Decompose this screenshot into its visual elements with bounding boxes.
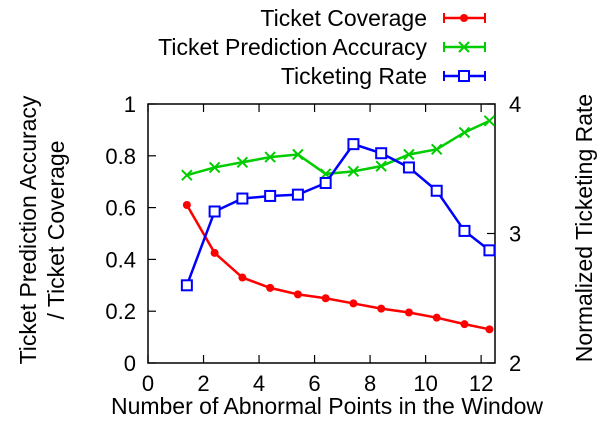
data-point (485, 325, 494, 334)
y-left-tick-label: 0 (124, 351, 136, 376)
data-point (347, 138, 360, 151)
data-point (375, 147, 388, 160)
data-point (377, 304, 386, 313)
series-line (186, 119, 490, 177)
data-point (458, 126, 471, 139)
x-tick-label: 2 (197, 371, 209, 396)
data-point (402, 161, 415, 174)
data-point (319, 176, 332, 189)
data-point (349, 299, 358, 308)
legend-label: Ticketing Rate (281, 63, 427, 89)
data-point (208, 161, 221, 174)
plot-frame (147, 103, 496, 364)
data-point (264, 189, 277, 202)
y-left-tick-label: 0.4 (105, 247, 136, 272)
data-point (432, 313, 441, 322)
series-line (185, 204, 490, 331)
y-left-axis-label-line1: Ticket Prediction Accuracy (15, 95, 41, 364)
data-point (375, 160, 387, 172)
data-point (404, 308, 413, 317)
data-point (403, 148, 415, 161)
data-point (238, 273, 247, 282)
y-left-tick-label: 0.8 (105, 144, 136, 169)
data-point (182, 201, 191, 210)
data-point (430, 143, 443, 156)
data-point (347, 165, 360, 178)
data-point (180, 279, 193, 292)
data-point (292, 148, 304, 161)
y-right-tick-label: 4 (509, 92, 521, 117)
data-point (291, 188, 304, 201)
y-right-tick-label: 2 (509, 351, 521, 376)
data-point (181, 169, 193, 181)
series-ticketing-rate (180, 138, 496, 292)
data-point (266, 283, 275, 292)
data-point (458, 41, 470, 53)
legend-label: Ticket Coverage (260, 5, 427, 31)
x-tick-label: 6 (308, 371, 320, 396)
data-point (264, 151, 276, 163)
data-point (458, 70, 470, 82)
data-point (460, 320, 469, 329)
data-point (321, 294, 330, 303)
y-left-tick-label: 0.2 (105, 299, 136, 324)
x-tick-label: 12 (469, 371, 493, 396)
axis-labels: Number of Abnormal Points in the Window … (15, 94, 597, 419)
x-tick-label: 4 (253, 371, 265, 396)
data-point (236, 192, 249, 205)
data-point (210, 248, 219, 257)
data-point (483, 244, 496, 257)
y-right-axis-label: Normalized Ticketing Rate (571, 94, 597, 362)
data-point (293, 290, 302, 299)
data-point (458, 224, 471, 237)
series-ticket-coverage (182, 201, 494, 334)
data-point (483, 115, 496, 127)
x-tick-label: 10 (413, 371, 437, 396)
legend-label: Ticket Prediction Accuracy (158, 34, 427, 60)
data-point (460, 14, 468, 22)
y-left-tick-label: 0.6 (105, 196, 136, 221)
x-axis-label: Number of Abnormal Points in the Window (111, 393, 543, 419)
data-point (430, 184, 443, 197)
y-left-tick-label: 1 (124, 92, 136, 117)
y-right-tick-label: 3 (509, 222, 521, 247)
data-point (236, 156, 249, 168)
x-tick-label: 8 (364, 371, 376, 396)
x-tick-label: 0 (142, 371, 154, 396)
y-left-axis-label-line2: / Ticket Coverage (43, 141, 69, 320)
data-point (208, 205, 221, 218)
legend: Ticket Coverage Ticket Prediction Accurac… (158, 5, 486, 89)
series-ticket-prediction-accuracy (181, 115, 496, 181)
series-layer (180, 115, 496, 334)
